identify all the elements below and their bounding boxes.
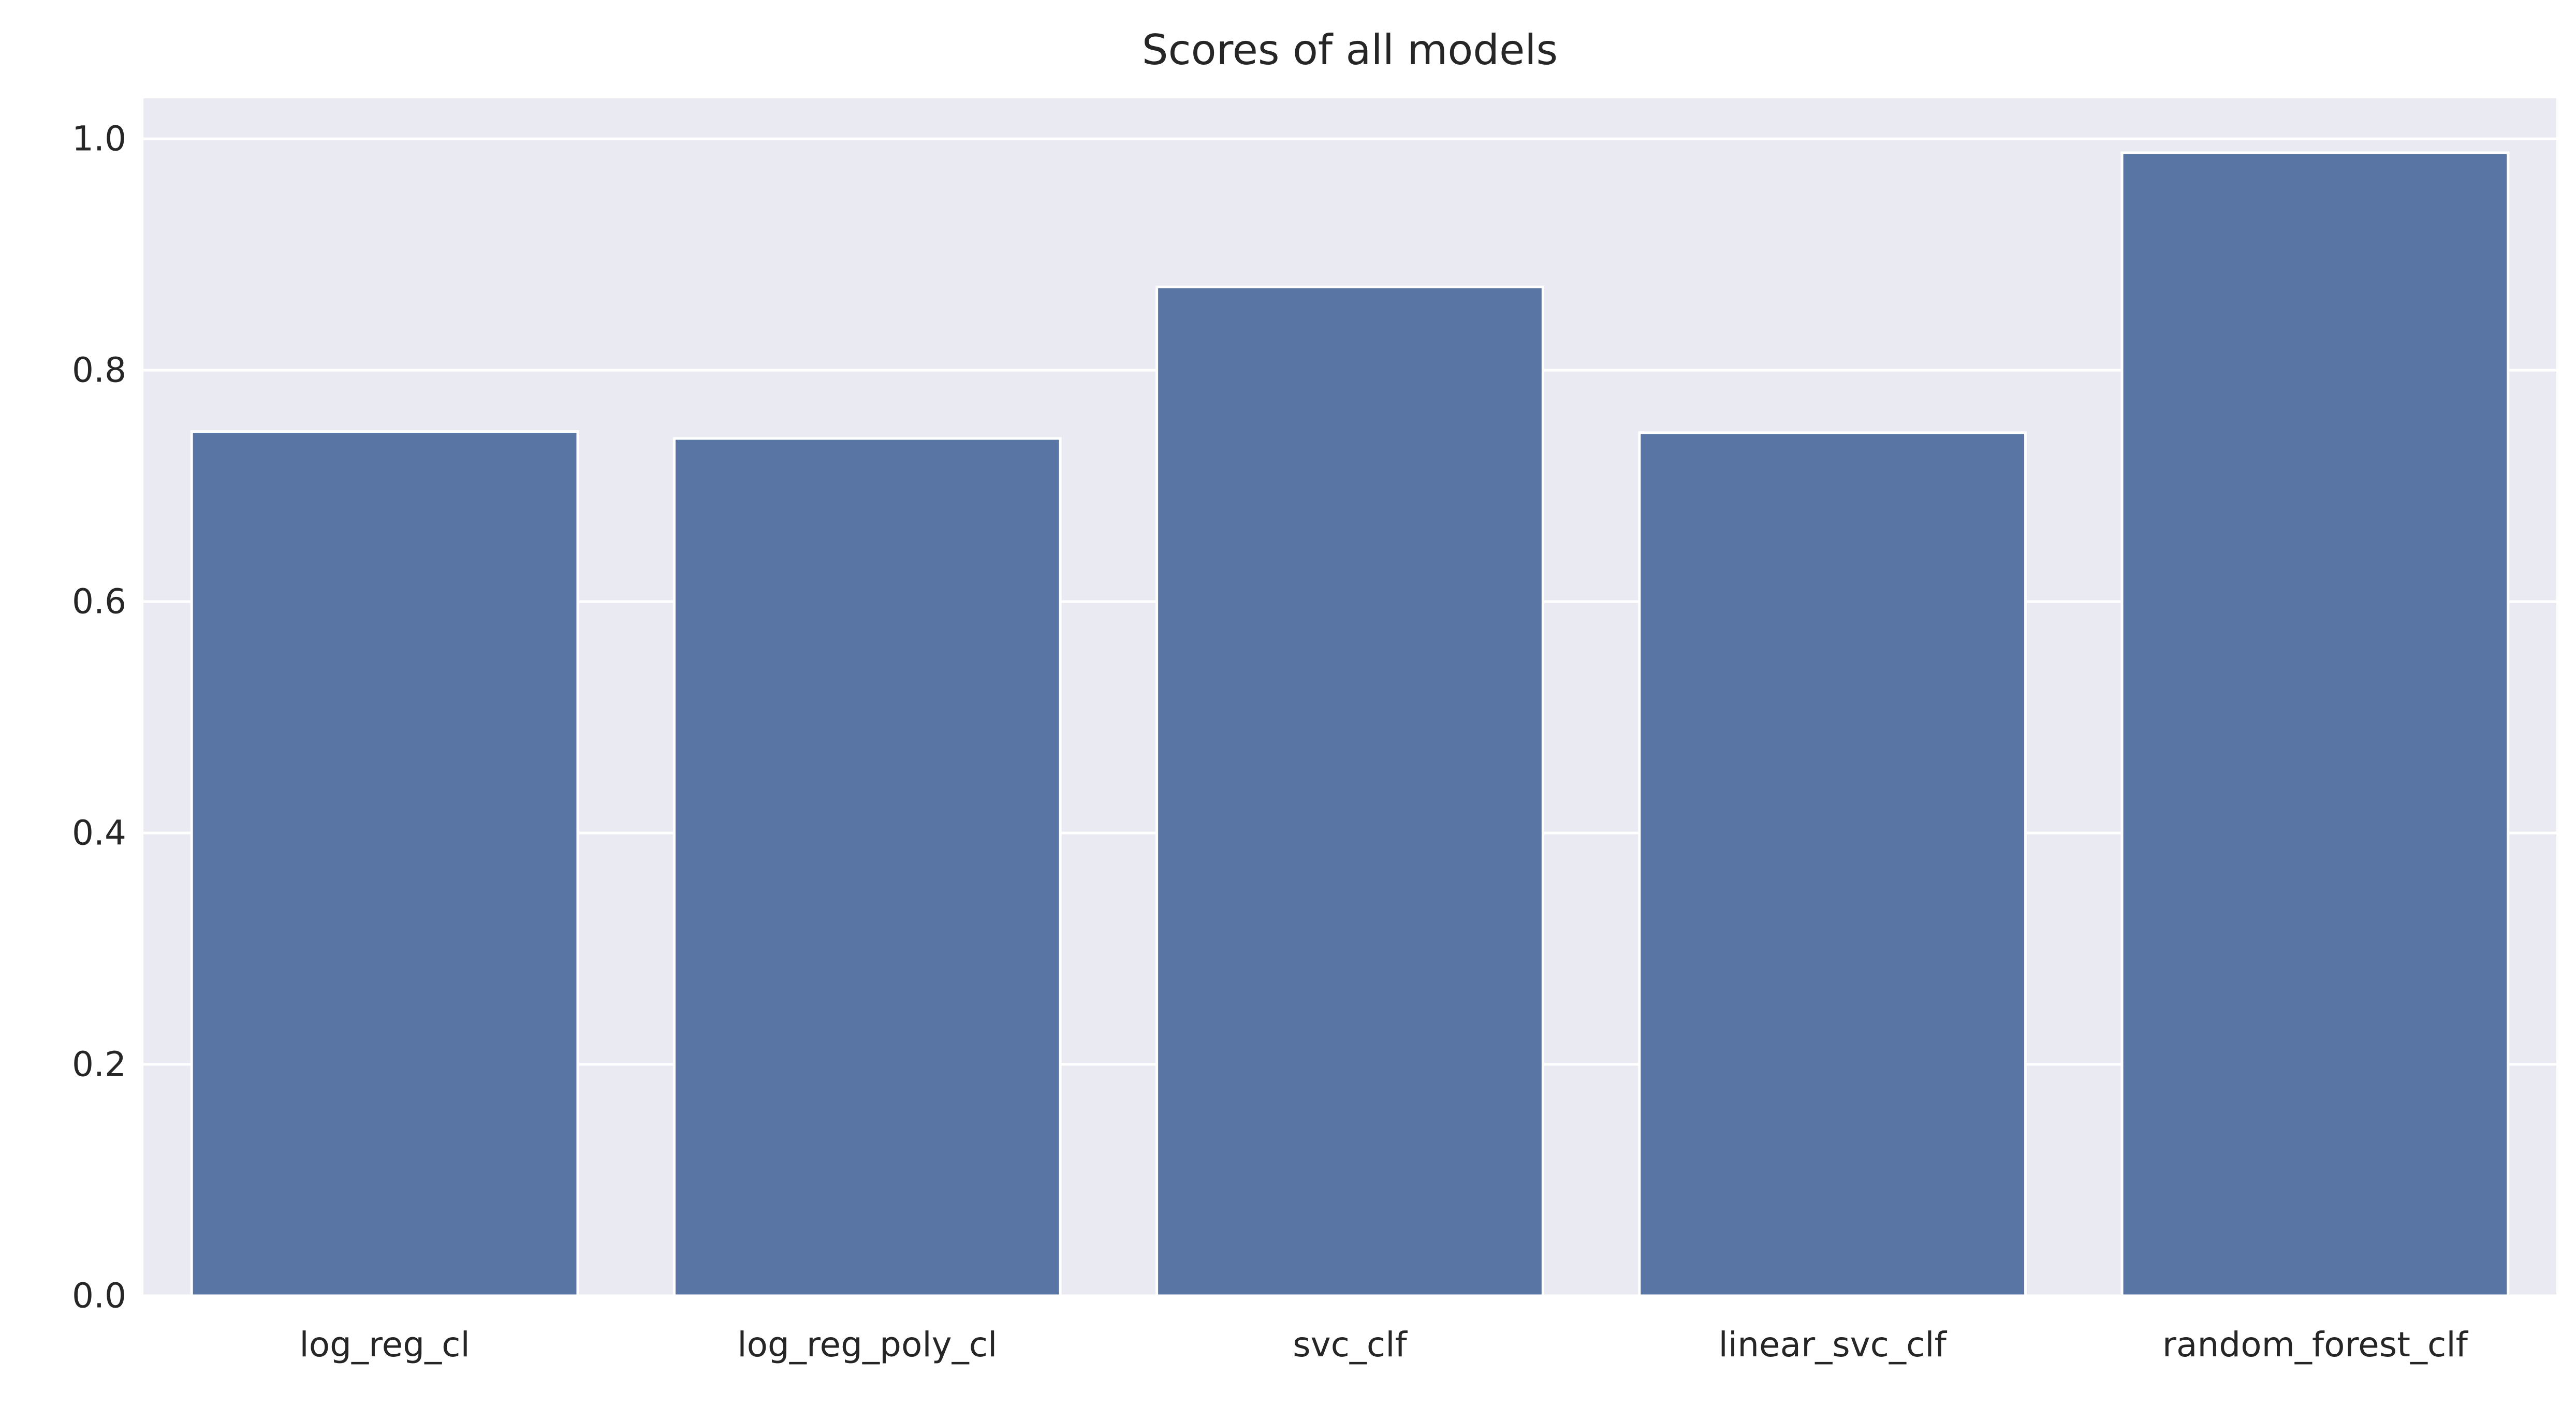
bar-svc-clf (1155, 285, 1544, 1297)
bar-linear-svc-clf (1638, 431, 2027, 1297)
chart-title: Scores of all models (1142, 26, 1558, 74)
y-tick-label: 0.4 (72, 813, 126, 853)
y-tick-label: 1.0 (72, 119, 126, 159)
x-tick-label: linear_svc_clf (1719, 1325, 1948, 1365)
bar-random-forest-clf (2120, 151, 2510, 1297)
bar-log-reg-cl (190, 430, 579, 1297)
y-tick-label: 0.2 (72, 1045, 126, 1085)
bar-log-reg-poly-cl (672, 437, 1062, 1297)
y-tick-label: 0.6 (72, 582, 126, 622)
x-tick-label: random_forest_clf (2162, 1325, 2469, 1365)
bars (190, 151, 2510, 1297)
y-tick-label: 0.0 (72, 1276, 126, 1316)
y-axis-ticks: 0.0 0.2 0.4 0.6 0.8 1.0 (72, 119, 126, 1316)
x-axis-ticks: log_reg_cl log_reg_poly_cl svc_clf linear_s… (299, 1325, 2468, 1365)
x-tick-label: log_reg_poly_cl (737, 1325, 997, 1365)
y-tick-label: 0.8 (72, 350, 126, 390)
x-tick-label: svc_clf (1293, 1325, 1408, 1365)
x-tick-label: log_reg_cl (299, 1325, 470, 1365)
